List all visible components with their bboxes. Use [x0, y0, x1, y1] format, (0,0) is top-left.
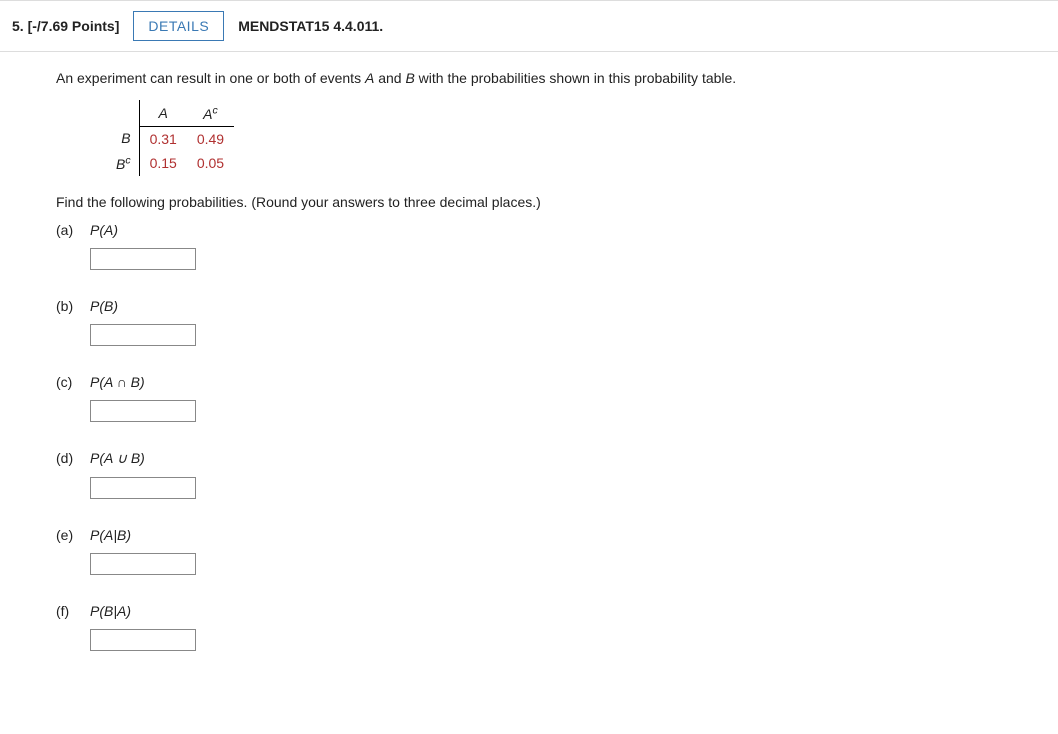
question-number: 5. [-/7.69 Points] — [12, 18, 119, 34]
part-c: (c) P(A ∩ B) — [56, 374, 1018, 390]
part-e-input[interactable] — [90, 553, 196, 575]
row-header-b: B — [121, 130, 130, 146]
cell-bc-a: 0.15 — [139, 151, 187, 177]
part-f-label: (f) — [56, 603, 90, 619]
part-c-label: (c) — [56, 374, 90, 390]
cell-b-a: 0.31 — [139, 126, 187, 151]
part-b-expr: P(B) — [90, 298, 118, 314]
question-source: MENDSTAT15 4.4.011. — [238, 18, 383, 34]
part-c-input[interactable] — [90, 400, 196, 422]
part-f-expr: P(B|A) — [90, 603, 131, 619]
part-d-label: (d) — [56, 450, 90, 466]
col-header-a: A — [159, 105, 168, 121]
part-c-expr: P(A ∩ B) — [90, 374, 145, 390]
row-header-bc: Bc — [116, 156, 131, 172]
part-f-input[interactable] — [90, 629, 196, 651]
part-b-input[interactable] — [90, 324, 196, 346]
part-a: (a) P(A) — [56, 222, 1018, 238]
question-content: An experiment can result in one or both … — [0, 52, 1058, 687]
part-a-input[interactable] — [90, 248, 196, 270]
probability-table: A Ac B 0.31 0.49 Bc 0.15 0.05 — [106, 100, 234, 176]
part-b: (b) P(B) — [56, 298, 1018, 314]
part-d-expr: P(A ∪ B) — [90, 450, 145, 467]
part-a-expr: P(A) — [90, 222, 118, 238]
part-e-label: (e) — [56, 527, 90, 543]
instruction-text: Find the following probabilities. (Round… — [56, 194, 1018, 210]
details-button[interactable]: DETAILS — [133, 11, 224, 41]
cell-b-ac: 0.49 — [187, 126, 234, 151]
question-header: 5. [-/7.69 Points] DETAILS MENDSTAT15 4.… — [0, 0, 1058, 52]
part-d: (d) P(A ∪ B) — [56, 450, 1018, 467]
part-a-label: (a) — [56, 222, 90, 238]
part-e-expr: P(A|B) — [90, 527, 131, 543]
col-header-ac: Ac — [203, 106, 218, 122]
part-d-input[interactable] — [90, 477, 196, 499]
intro-text: An experiment can result in one or both … — [56, 70, 1018, 86]
part-e: (e) P(A|B) — [56, 527, 1018, 543]
cell-bc-ac: 0.05 — [187, 151, 234, 177]
part-b-label: (b) — [56, 298, 90, 314]
part-f: (f) P(B|A) — [56, 603, 1018, 619]
